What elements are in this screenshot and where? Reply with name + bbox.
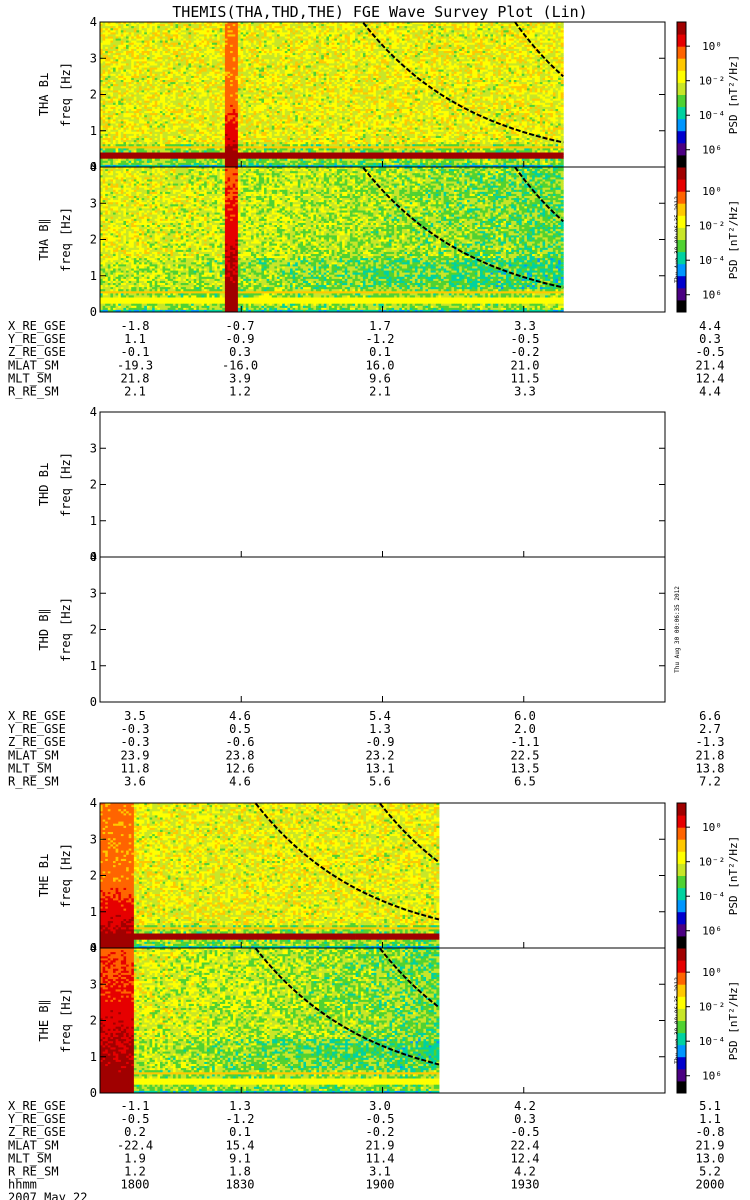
figure: THEMIS(THA,THD,THE) FGE Wave Survey Plot…	[0, 0, 750, 1200]
plot-title: THEMIS(THA,THD,THE) FGE Wave Survey Plot…	[172, 3, 587, 21]
